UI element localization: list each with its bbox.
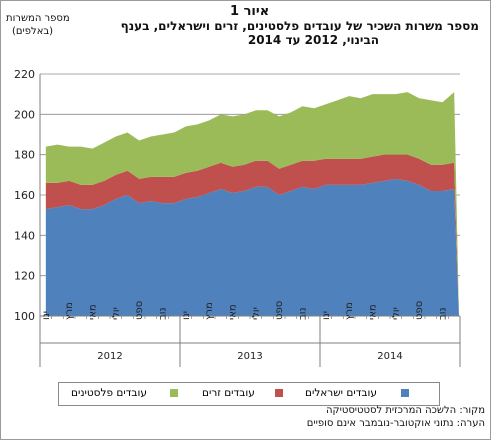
x-tick-label: ספט	[414, 301, 425, 320]
y-tick-label: 160	[14, 189, 35, 202]
x-tick-label: מרץ	[64, 302, 75, 320]
x-tick-label: מרץ	[344, 302, 355, 320]
x-tick-label: נוב	[158, 307, 169, 320]
y-tick-label: 140	[14, 229, 35, 242]
y-tick-label: 100	[14, 310, 35, 323]
x-tick-label: נוב	[298, 307, 309, 320]
source-note: מקור: הלשכה המרכזית לסטטיסטיקה	[325, 405, 485, 416]
legend-label-palestinian: עובדים פלסטינים	[71, 387, 147, 399]
area-series-2	[45, 154, 459, 316]
x-tick-label: מרץ	[204, 302, 215, 320]
chart-legend: עובדים ישראלים עובדים זרים עובדים פלסטינ…	[58, 382, 440, 406]
y-axis-unit: (באלפים)	[12, 26, 54, 37]
x-tick-label: ינו	[321, 311, 332, 320]
x-tick-label: מאי	[88, 304, 99, 320]
y-tick-label: 120	[14, 270, 35, 283]
remark-note: הערה: נתוני אוקטובר-נובמבר אינם סופיים	[306, 418, 485, 429]
x-tick-label: נוב	[438, 307, 449, 320]
figure-number: איור 1	[230, 4, 270, 19]
legend-swatch-israeli	[401, 389, 409, 397]
x-tick-label: ינו	[181, 311, 192, 320]
x-tick-label: מאי	[368, 304, 379, 320]
x-tick-label: יולי	[251, 307, 262, 320]
legend-label-foreign: עובדים זרים	[202, 387, 255, 399]
x-tick-label: ספט	[274, 301, 285, 320]
x-tick-label: יולי	[111, 307, 122, 320]
y-axis-label: מספר המשרות	[6, 13, 70, 24]
legend-swatch-palestinian	[170, 389, 178, 397]
area-series-3	[45, 92, 459, 317]
year-label: 2013	[237, 351, 262, 362]
chart-title: מספר משרות השכיר של עובדים פלסטינים, זרי…	[120, 19, 479, 33]
legend-swatch-foreign	[275, 389, 283, 397]
x-tick-label: מאי	[228, 304, 239, 320]
x-tick-label: ינו	[41, 311, 52, 320]
year-label: 2014	[377, 351, 402, 362]
x-tick-label: ספט	[134, 301, 145, 320]
y-tick-label: 180	[14, 149, 35, 162]
x-tick-label: יולי	[391, 307, 402, 320]
y-tick-label: 200	[14, 108, 35, 121]
y-tick-label: 220	[14, 68, 35, 81]
chart-subtitle: הבינוי, 2012 עד 2014	[247, 33, 379, 47]
legend-label-israeli: עובדים ישראלים	[305, 387, 377, 399]
area-series-1	[45, 178, 459, 316]
year-label: 2012	[97, 351, 122, 362]
